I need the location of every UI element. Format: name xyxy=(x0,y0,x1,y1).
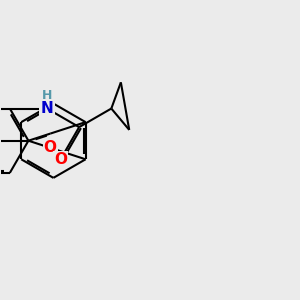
Text: H: H xyxy=(42,89,52,102)
Text: O: O xyxy=(44,140,57,155)
Text: O: O xyxy=(54,152,67,167)
Text: N: N xyxy=(40,101,53,116)
